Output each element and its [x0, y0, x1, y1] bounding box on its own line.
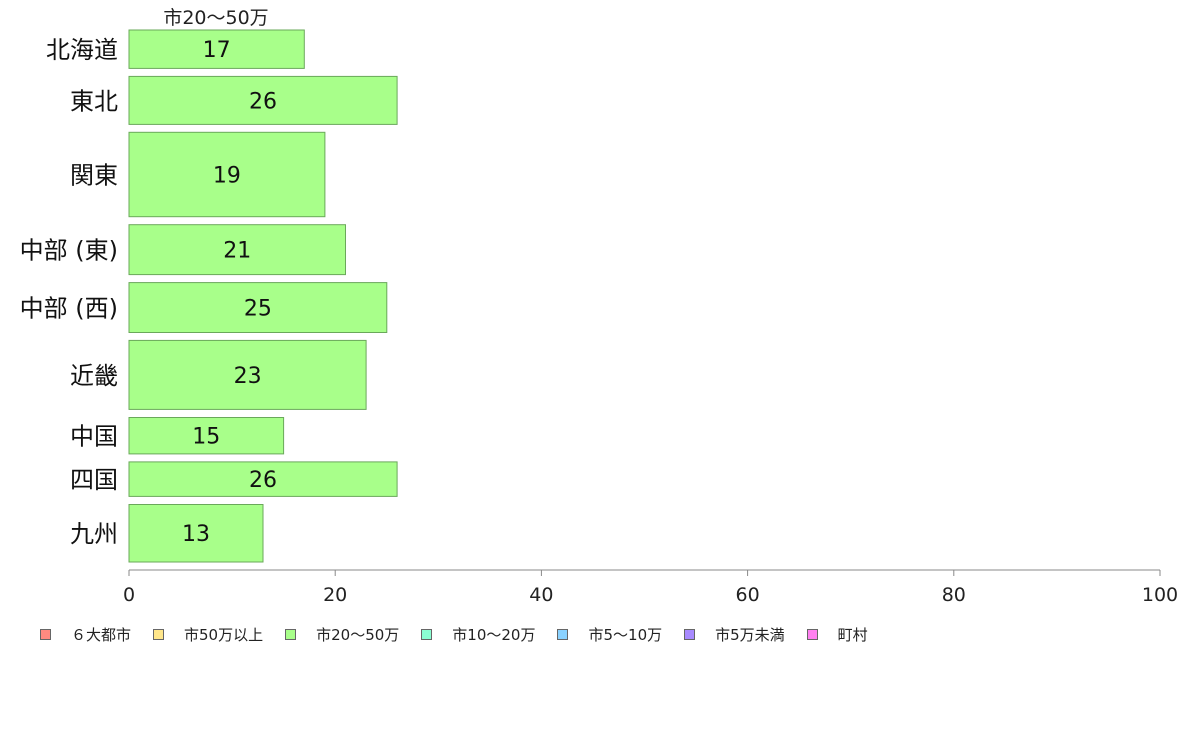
bar: [128, 224, 346, 276]
bar: [128, 131, 326, 218]
legend-item: 市20〜50万: [285, 624, 399, 645]
bar: [128, 417, 285, 455]
legend-swatch: [806, 628, 818, 640]
value-label: 26: [249, 89, 277, 114]
legend-item: 市50万以上: [153, 624, 263, 645]
legend-swatch: [153, 628, 165, 640]
bar: [128, 504, 264, 563]
bar: [128, 339, 367, 410]
legend-item: 市5万未満: [684, 624, 785, 645]
value-label: 13: [182, 522, 210, 547]
category-label: 中国: [70, 423, 118, 451]
legend-label: 市5万未満: [715, 625, 785, 644]
x-tick-label: 40: [529, 584, 553, 606]
legend-swatch: [421, 628, 433, 640]
category-label: 東北: [70, 87, 118, 115]
legend-swatch: [684, 628, 696, 640]
x-tick-label: 60: [736, 584, 760, 606]
legend-item: 市10〜20万: [421, 624, 535, 645]
legend-label: 町村: [837, 625, 868, 644]
category-label: 九州: [70, 520, 118, 548]
legend-swatch: [40, 628, 51, 640]
legend-label: 市20〜50万: [316, 625, 400, 644]
x-tick-label: 80: [942, 584, 966, 606]
series-title: 市20〜50万: [163, 7, 268, 29]
bar: [128, 282, 388, 334]
bar: [128, 75, 398, 125]
bar: [128, 461, 398, 497]
value-label: 21: [223, 239, 251, 264]
x-tick-label: 0: [123, 584, 135, 606]
legend-item: ６大都市: [40, 624, 131, 645]
bar: [128, 29, 305, 69]
value-label: 25: [244, 297, 272, 322]
legend-label: 市5〜10万: [588, 625, 663, 644]
value-label: 23: [234, 364, 262, 389]
value-label: 26: [249, 468, 277, 493]
legend-item: 市5〜10万: [557, 624, 662, 645]
legend-label: 市50万以上: [184, 625, 264, 644]
category-label: 近畿: [70, 362, 118, 390]
value-label: 15: [192, 425, 220, 450]
legend-label: 市10〜20万: [452, 625, 536, 644]
x-tick-label: 20: [323, 584, 347, 606]
x-tick-label: 100: [1142, 584, 1178, 606]
legend-swatch: [557, 628, 569, 640]
legend-swatch: [285, 628, 297, 640]
legend-label: ６大都市: [71, 625, 132, 644]
legend: ６大都市 市50万以上 市20〜50万 市10〜20万 市5〜10万 市5万未満 町村: [40, 623, 890, 645]
legend-item: 町村: [806, 624, 868, 645]
value-label: 19: [213, 164, 241, 189]
category-label: 中部 (西): [20, 295, 118, 323]
category-label: 関東: [70, 162, 118, 190]
category-label: 四国: [70, 466, 118, 494]
category-label: 中部 (東): [20, 237, 118, 265]
value-label: 17: [203, 38, 231, 63]
category-label: 北海道: [46, 36, 118, 64]
